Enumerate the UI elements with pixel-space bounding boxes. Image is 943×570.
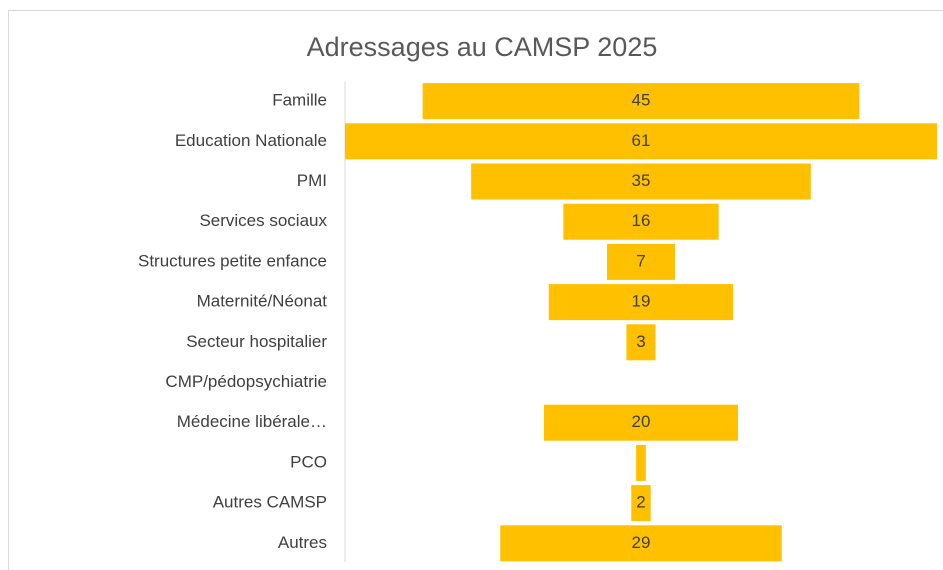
category-label: Médecine libérale… [177, 412, 327, 431]
category-label: Structures petite enfance [138, 251, 327, 270]
data-label: 3 [636, 332, 645, 351]
category-label: Maternité/Néonat [197, 292, 328, 311]
data-label: 29 [632, 533, 651, 552]
bar [631, 485, 651, 522]
bar [471, 163, 811, 200]
data-label: 20 [632, 412, 651, 431]
bar [607, 243, 675, 280]
data-label: 19 [632, 292, 651, 311]
category-label: Autres CAMSP [213, 493, 327, 512]
category-label: Autres [278, 533, 327, 552]
category-label: Education Nationale [175, 131, 327, 150]
data-label: 16 [632, 211, 651, 230]
bar [636, 444, 646, 481]
data-label: 2 [636, 493, 645, 512]
category-label: Famille [272, 91, 327, 110]
bar [500, 525, 782, 562]
category-label: PCO [290, 452, 327, 471]
category-label: Services sociaux [199, 211, 327, 230]
data-label: 45 [632, 91, 651, 110]
bar [563, 203, 719, 240]
bar [422, 83, 860, 120]
bar [548, 284, 734, 321]
category-label: Secteur hospitalier [186, 332, 327, 351]
category-label: PMI [297, 171, 327, 190]
bar [543, 404, 739, 441]
bar [345, 123, 937, 160]
bar [626, 324, 656, 361]
data-label: 35 [632, 171, 651, 190]
category-label: CMP/pédopsychiatrie [165, 372, 327, 391]
data-label: 7 [636, 251, 645, 270]
data-label: 61 [632, 131, 651, 150]
chart-title: Adressages au CAMSP 2025 [307, 32, 658, 62]
